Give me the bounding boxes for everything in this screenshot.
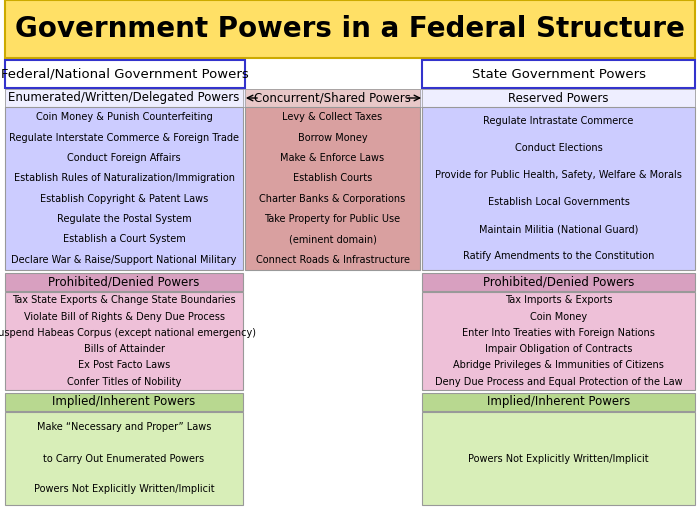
Text: Establish Rules of Naturalization/Immigration: Establish Rules of Naturalization/Immigr… xyxy=(13,174,234,183)
Text: Powers Not Explicitly Written/Implicit: Powers Not Explicitly Written/Implicit xyxy=(468,454,649,463)
Text: Declare War & Raise/Support National Military: Declare War & Raise/Support National Mil… xyxy=(11,255,237,265)
Text: Conduct Elections: Conduct Elections xyxy=(514,143,603,153)
Bar xyxy=(422,412,695,505)
Text: Regulate Intrastate Commerce: Regulate Intrastate Commerce xyxy=(483,116,634,125)
Text: Levy & Collect Taxes: Levy & Collect Taxes xyxy=(282,112,383,122)
Text: Suspend Habeas Corpus (except national emergency): Suspend Habeas Corpus (except national e… xyxy=(0,328,256,338)
Bar xyxy=(422,292,695,390)
Text: Government Powers in a Federal Structure: Government Powers in a Federal Structure xyxy=(15,15,685,43)
Text: Violate Bill of Rights & Deny Due Process: Violate Bill of Rights & Deny Due Proces… xyxy=(24,311,225,322)
Text: Tax Imports & Exports: Tax Imports & Exports xyxy=(505,295,612,305)
Text: Charter Banks & Corporations: Charter Banks & Corporations xyxy=(260,194,405,204)
Text: Establish Courts: Establish Courts xyxy=(293,174,372,183)
Text: (eminent domain): (eminent domain) xyxy=(288,234,377,244)
Text: Confer Titles of Nobility: Confer Titles of Nobility xyxy=(66,377,181,387)
Bar xyxy=(422,107,695,270)
Bar xyxy=(422,60,695,88)
Bar xyxy=(5,273,243,291)
Bar xyxy=(5,89,695,107)
Text: Connect Roads & Infrastructure: Connect Roads & Infrastructure xyxy=(256,255,410,265)
Text: State Government Powers: State Government Powers xyxy=(472,68,645,80)
Text: Borrow Money: Borrow Money xyxy=(298,133,368,142)
Text: Prohibited/Denied Powers: Prohibited/Denied Powers xyxy=(48,275,200,288)
Text: Reserved Powers: Reserved Powers xyxy=(508,92,609,104)
Text: Abridge Privileges & Immunities of Citizens: Abridge Privileges & Immunities of Citiz… xyxy=(453,360,664,371)
Text: Concurrent/Shared Powers: Concurrent/Shared Powers xyxy=(254,92,411,104)
Text: Enter Into Treaties with Foreign Nations: Enter Into Treaties with Foreign Nations xyxy=(462,328,655,338)
Text: Coin Money & Punish Counterfeiting: Coin Money & Punish Counterfeiting xyxy=(36,112,212,122)
Bar xyxy=(422,273,695,291)
Text: Establish Local Governments: Establish Local Governments xyxy=(488,197,629,207)
Bar xyxy=(5,412,243,505)
Text: Maintain Militia (National Guard): Maintain Militia (National Guard) xyxy=(479,224,638,234)
Bar xyxy=(245,107,420,270)
Text: Tax State Exports & Change State Boundaries: Tax State Exports & Change State Boundar… xyxy=(12,295,236,305)
Text: Regulate Interstate Commerce & Foreign Trade: Regulate Interstate Commerce & Foreign T… xyxy=(9,133,239,142)
Bar xyxy=(5,0,695,58)
Bar xyxy=(5,292,243,390)
Bar xyxy=(5,89,243,107)
Text: Implied/Inherent Powers: Implied/Inherent Powers xyxy=(52,395,195,409)
Bar xyxy=(5,107,243,270)
Text: Enumerated/Written/Delegated Powers: Enumerated/Written/Delegated Powers xyxy=(8,92,239,104)
Bar xyxy=(245,159,420,390)
Text: Provide for Public Health, Safety, Welfare & Morals: Provide for Public Health, Safety, Welfa… xyxy=(435,170,682,180)
Bar xyxy=(5,60,245,88)
Text: Regulate the Postal System: Regulate the Postal System xyxy=(57,214,191,224)
Bar xyxy=(422,89,695,107)
Text: Establish a Court System: Establish a Court System xyxy=(62,234,186,244)
Text: Make “Necessary and Proper” Laws: Make “Necessary and Proper” Laws xyxy=(37,422,211,433)
Text: Conduct Foreign Affairs: Conduct Foreign Affairs xyxy=(67,153,181,163)
Text: Ex Post Facto Laws: Ex Post Facto Laws xyxy=(78,360,170,371)
Bar xyxy=(422,393,695,411)
Text: Impair Obligation of Contracts: Impair Obligation of Contracts xyxy=(485,344,632,354)
Text: Make & Enforce Laws: Make & Enforce Laws xyxy=(281,153,384,163)
Text: Take Property for Public Use: Take Property for Public Use xyxy=(265,214,400,224)
Text: Federal/National Government Powers: Federal/National Government Powers xyxy=(1,68,249,80)
Text: Implied/Inherent Powers: Implied/Inherent Powers xyxy=(487,395,630,409)
Text: Bills of Attainder: Bills of Attainder xyxy=(83,344,164,354)
Bar xyxy=(245,89,420,107)
Text: Deny Due Process and Equal Protection of the Law: Deny Due Process and Equal Protection of… xyxy=(435,377,682,387)
Text: Ratify Amendments to the Constitution: Ratify Amendments to the Constitution xyxy=(463,251,654,262)
Bar xyxy=(5,393,243,411)
Text: to Carry Out Enumerated Powers: to Carry Out Enumerated Powers xyxy=(43,454,204,463)
Text: Powers Not Explicitly Written/Implicit: Powers Not Explicitly Written/Implicit xyxy=(34,484,214,495)
Text: Prohibited/Denied Powers: Prohibited/Denied Powers xyxy=(483,275,634,288)
Text: Establish Copyright & Patent Laws: Establish Copyright & Patent Laws xyxy=(40,194,208,204)
Text: Coin Money: Coin Money xyxy=(530,311,587,322)
